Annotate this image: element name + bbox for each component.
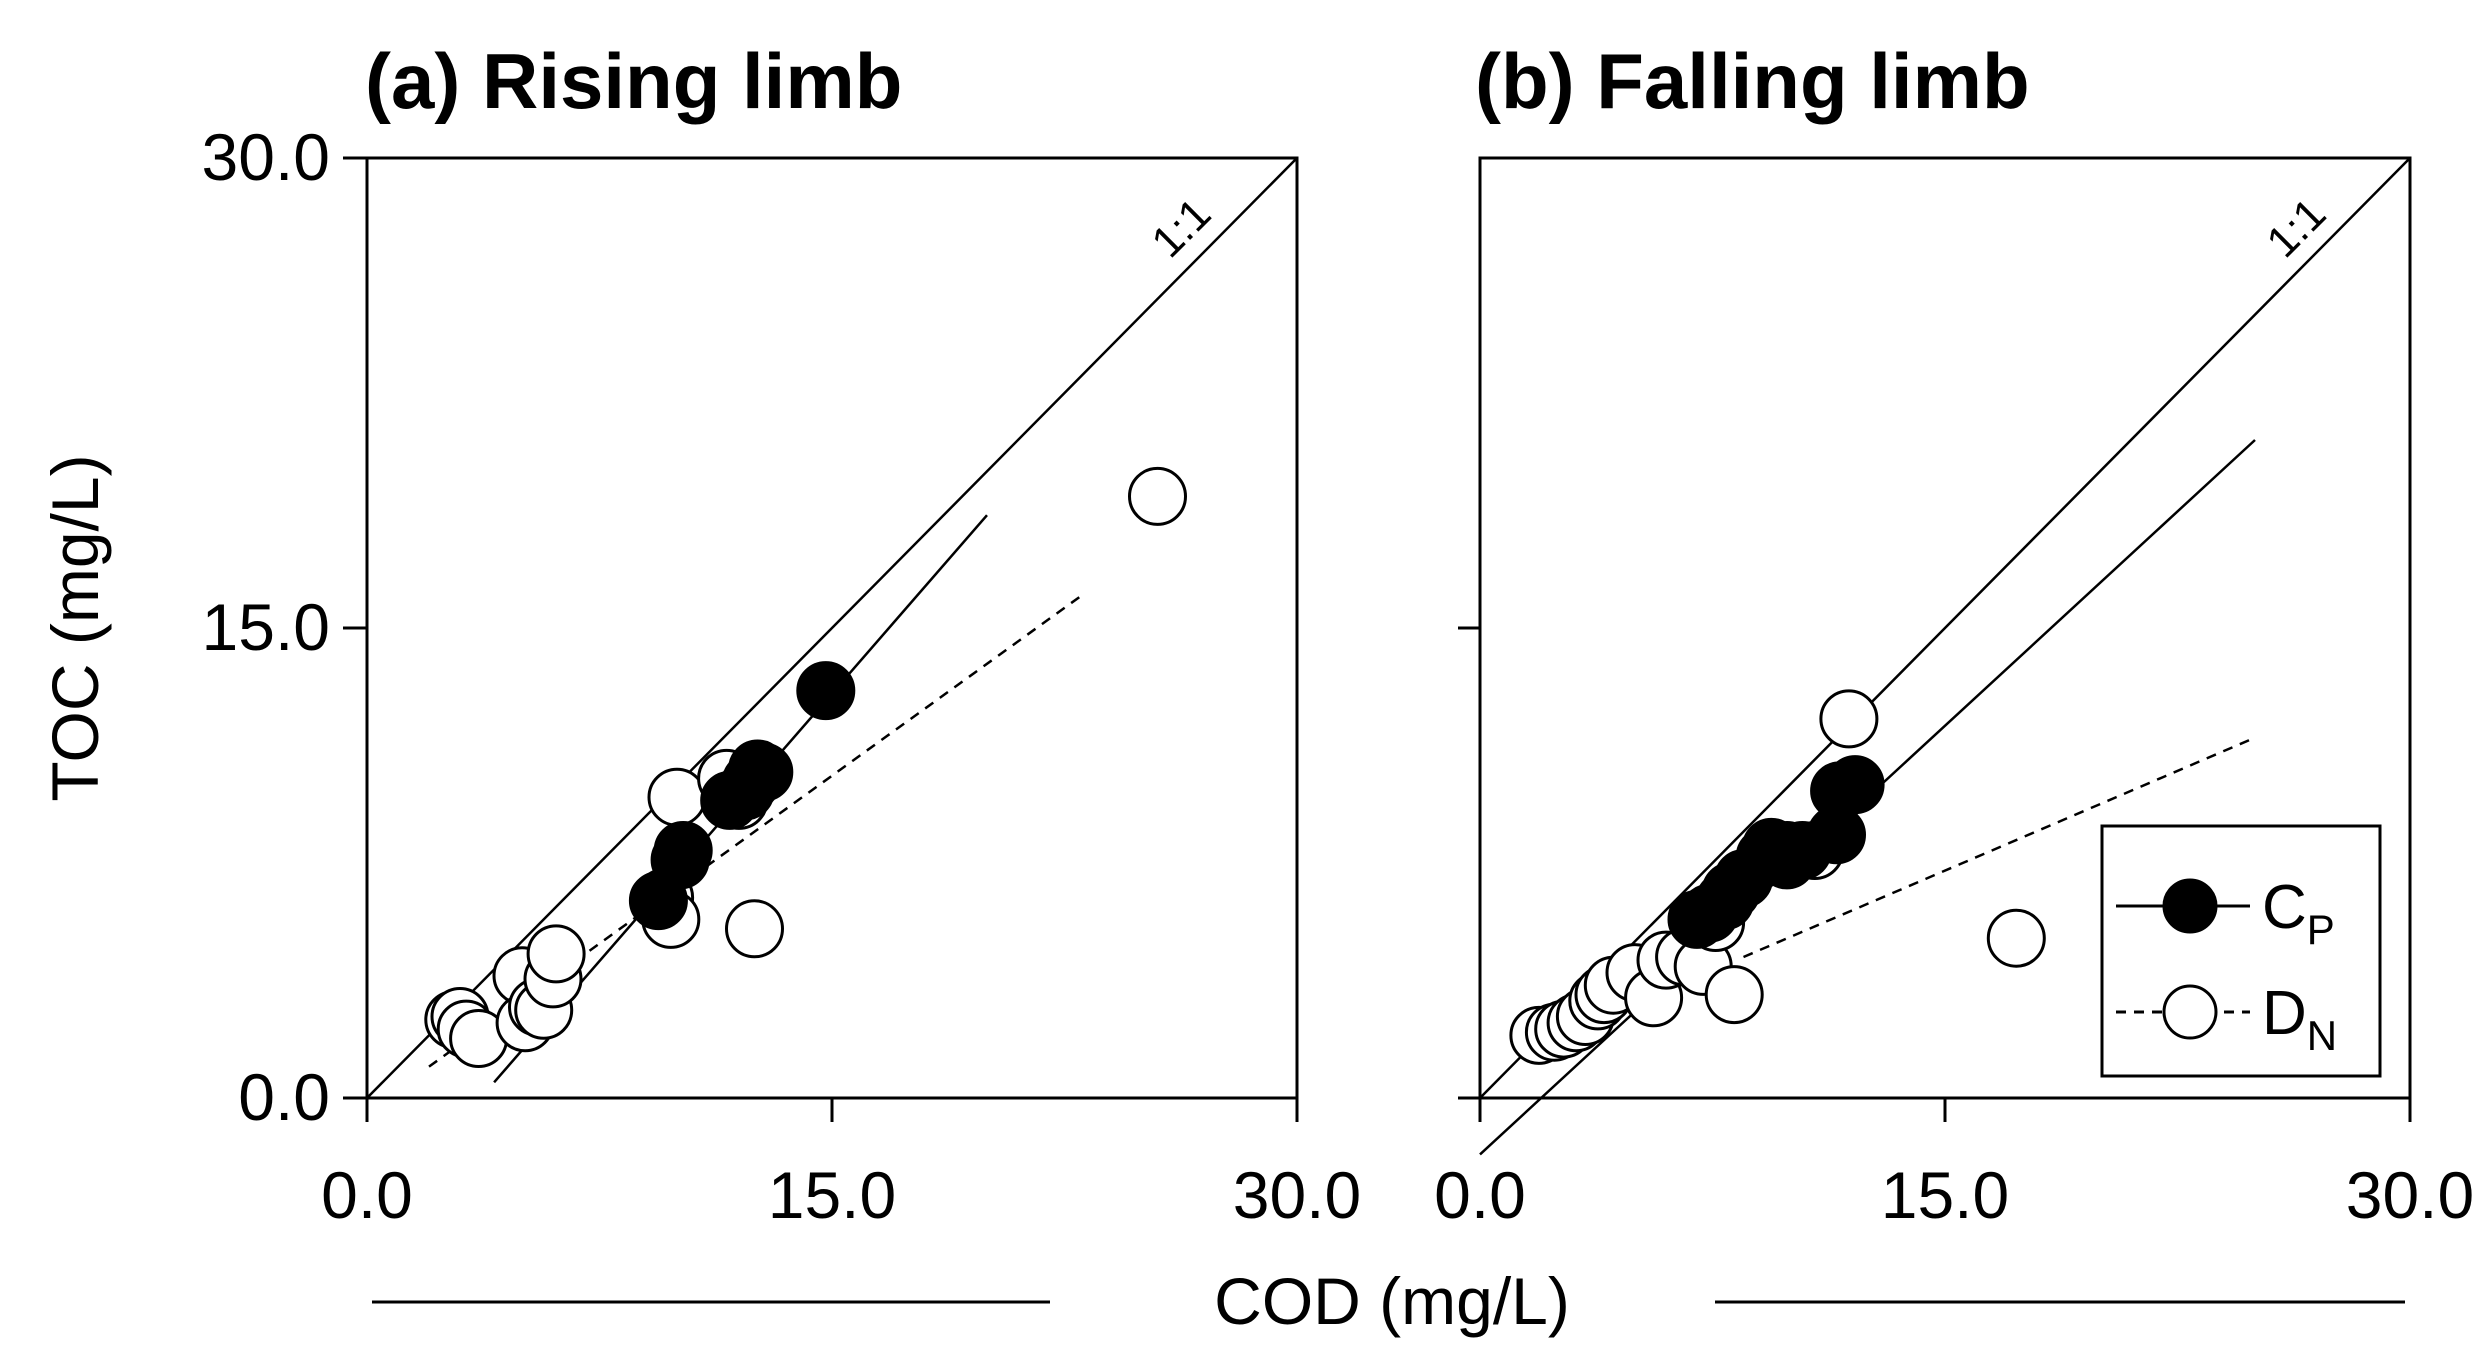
one-to-one-label: 1:1	[2257, 189, 2335, 267]
data-point-dn	[1986, 908, 2046, 968]
x-tick-label: 30.0	[1233, 1158, 1361, 1232]
legend-marker-dn	[2162, 984, 2218, 1040]
one-to-one-label: 1:1	[1142, 189, 1220, 267]
legend-marker-cp	[2162, 878, 2218, 934]
x-tick-label: 15.0	[768, 1158, 896, 1232]
data-point-dn	[725, 899, 784, 959]
data-point-cp	[734, 742, 794, 802]
panel-falling-limb: (b) Falling limb 0.0 15.0 30.0 1:1 CP DN	[1434, 37, 2474, 1232]
x-tick-label: 15.0	[1881, 1158, 2009, 1232]
data-layer-rising-limb	[366, 157, 1298, 1099]
legend-label-cp: CP	[2262, 873, 2335, 953]
data-point-dn	[647, 767, 707, 827]
y-axis-label: TOC (mg/L)	[38, 454, 112, 801]
y-tick-label: 15.0	[202, 590, 330, 664]
data-point-dn	[1128, 466, 1187, 526]
x-tick-label: 30.0	[2346, 1158, 2474, 1232]
legend-label-dn: DN	[2262, 979, 2337, 1059]
legend: CP DN	[2100, 824, 2382, 1078]
axis-ticks-falling-limb	[1458, 626, 2412, 1122]
panel-title-falling-limb: (b) Falling limb	[1475, 37, 2030, 125]
one-to-one-line	[1479, 157, 2411, 1099]
fit-line-dn	[1743, 736, 2256, 959]
axis-ticks-rising-limb	[343, 156, 1299, 1122]
data-point-cp	[1825, 755, 1885, 815]
data-point-cp	[796, 661, 856, 721]
data-point-dn	[526, 924, 586, 984]
x-tick-label: 0.0	[321, 1158, 413, 1232]
x-axis-label: COD (mg/L)	[1214, 1264, 1570, 1338]
data-layer-falling-limb	[1479, 157, 2411, 1156]
panel-title-rising-limb: (a) Rising limb	[365, 37, 902, 125]
panel-rising-limb: (a) Rising limb 30.0 15.0 0.0 0.0 15.0 3…	[202, 37, 1362, 1232]
y-tick-label: 0.0	[238, 1060, 330, 1134]
legend-box	[2100, 824, 2382, 1078]
y-tick-label: 30.0	[202, 120, 330, 194]
data-point-cp	[653, 820, 713, 880]
one-to-one-line	[366, 157, 1298, 1099]
data-point-dn	[1704, 965, 1764, 1025]
x-tick-label: 0.0	[1434, 1158, 1526, 1232]
data-point-dn	[1819, 689, 1879, 749]
